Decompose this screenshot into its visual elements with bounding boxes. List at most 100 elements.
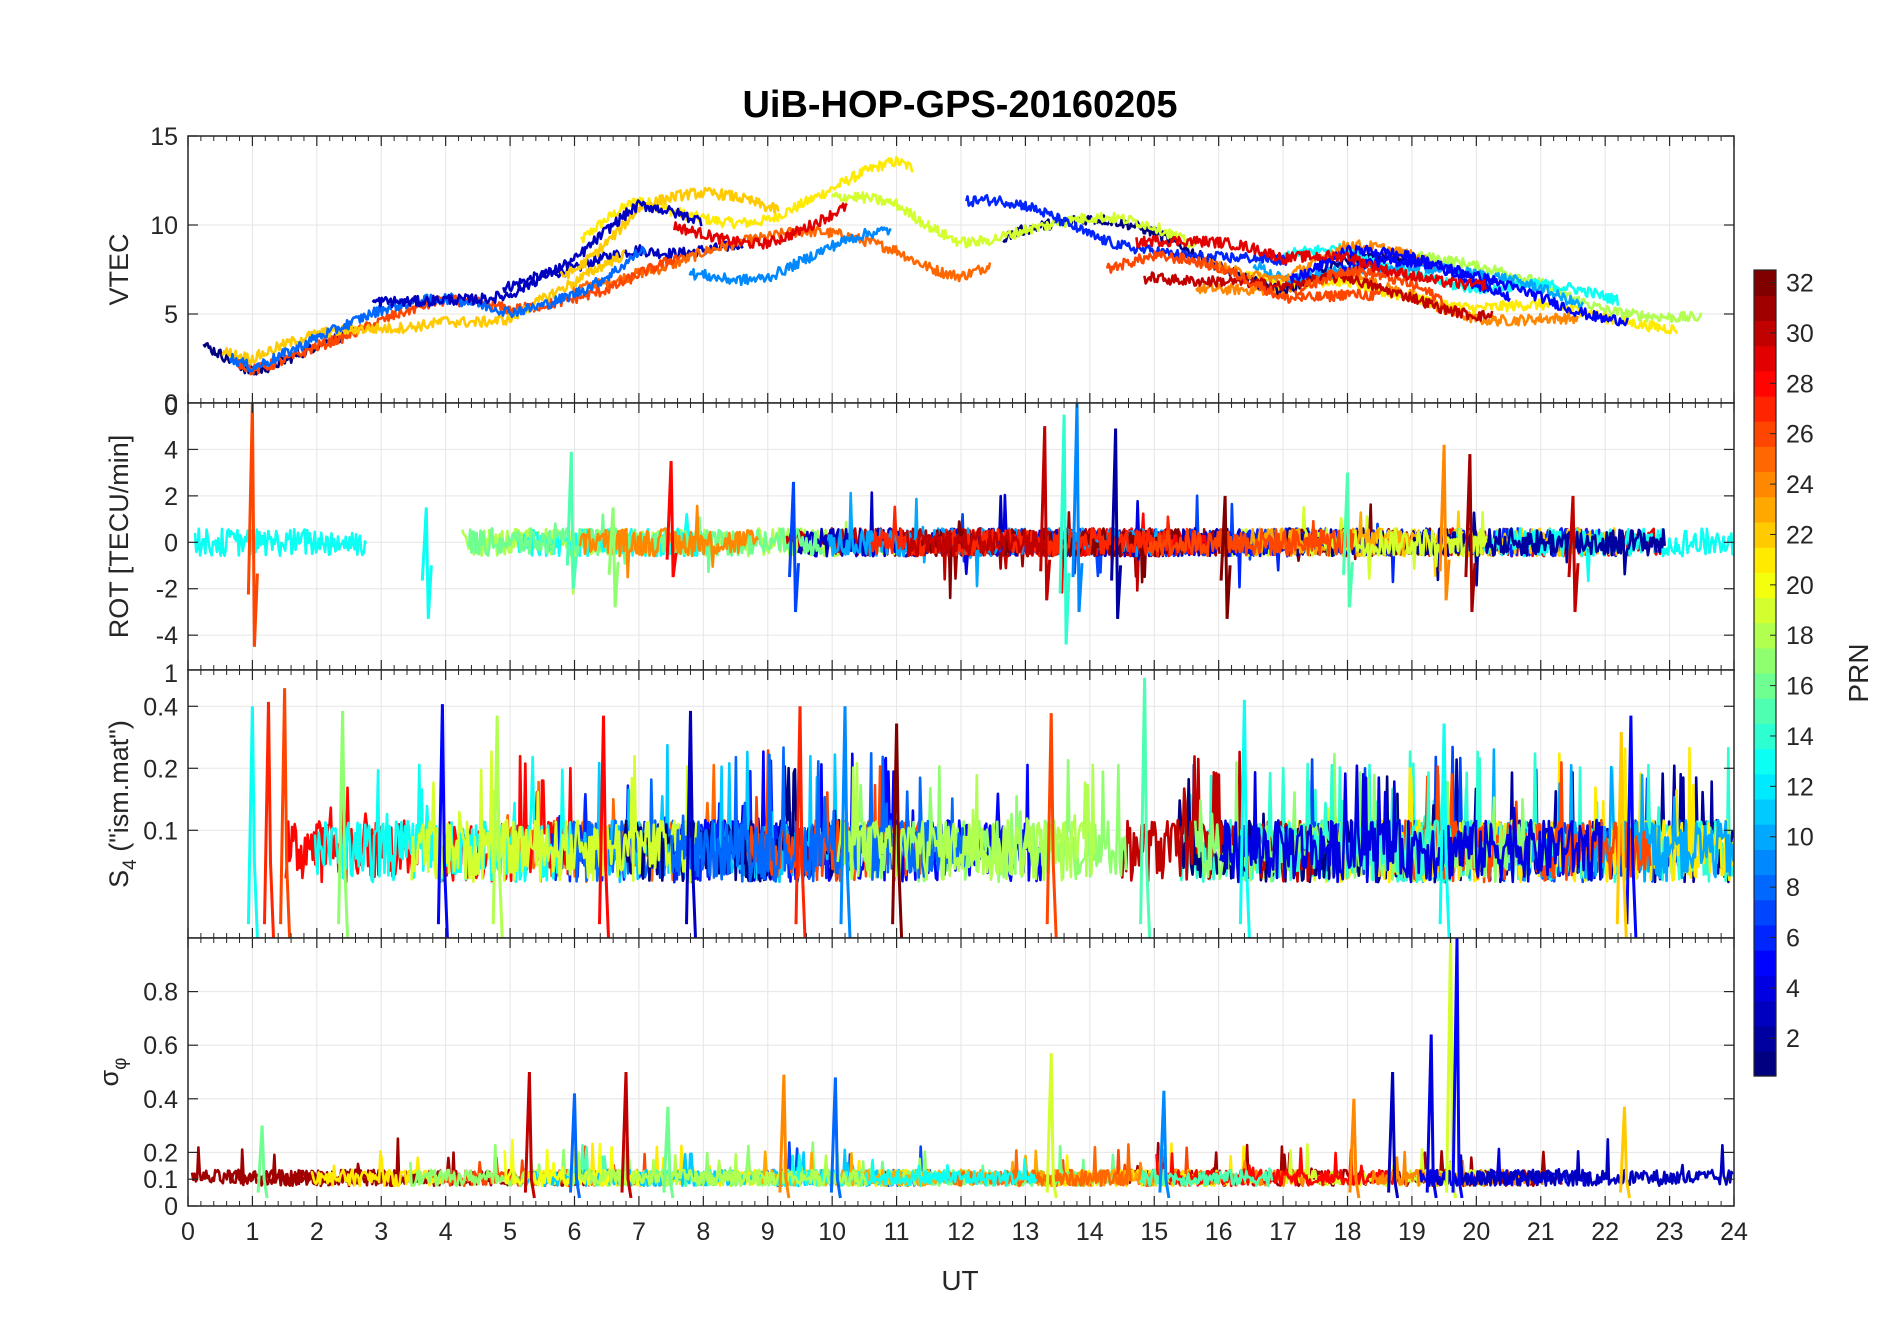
colorbar-swatch (1754, 446, 1776, 473)
y-tick-label: 2 (164, 483, 178, 511)
data-spike (665, 460, 678, 578)
colorbar-tick-label: 2 (1786, 1025, 1800, 1053)
colorbar-tick-label: 18 (1786, 622, 1814, 650)
colorbar-swatch (1754, 597, 1776, 624)
data-spike (1071, 403, 1084, 613)
colorbar-swatch (1754, 647, 1776, 674)
data-traces (193, 403, 1734, 647)
colorbar-swatch (1754, 899, 1776, 926)
x-tick-label: 23 (1656, 1218, 1684, 1246)
data-spike (569, 1093, 581, 1199)
data-spike (246, 706, 259, 938)
rot-panel: -4 -2 0 2 4 0 ROT [TECU/min] (104, 393, 1735, 671)
data-spike (1158, 1090, 1171, 1199)
data-series-line (1139, 1167, 1274, 1188)
x-tick-label: 8 (696, 1218, 710, 1246)
x-tick-label: 17 (1269, 1218, 1297, 1246)
y-tick-label: 10 (150, 212, 178, 240)
colorbar-swatch (1754, 471, 1776, 498)
y-tick-label: 5 (164, 301, 178, 329)
data-spike (491, 715, 504, 938)
y-tick-label: 0.8 (143, 979, 178, 1007)
data-series-line (221, 249, 626, 365)
colorbar-tick-label: 22 (1786, 521, 1814, 549)
x-tick-label: 4 (439, 1218, 453, 1246)
x-tick-label: 21 (1527, 1218, 1555, 1246)
data-spike (1348, 1098, 1361, 1199)
x-tick-label: 10 (818, 1218, 846, 1246)
colorbar-tick-label: 26 (1786, 421, 1814, 449)
x-tick-label: 24 (1720, 1218, 1748, 1246)
colorbar-frame (1753, 269, 1777, 1077)
colorbar-label: PRN (1843, 643, 1874, 702)
x-axis-label: UT (941, 1265, 978, 1296)
data-spike (565, 451, 578, 589)
x-tick-label: 11 (884, 1218, 910, 1246)
x-tick-label: 15 (1140, 1218, 1168, 1246)
data-spike (246, 403, 259, 647)
y-axis-label: σφ (94, 1058, 131, 1087)
x-tick-label: 7 (632, 1218, 646, 1246)
y-tick-label: 0.1 (143, 1166, 178, 1194)
data-series-line (568, 1151, 868, 1188)
data-spike (1464, 454, 1477, 613)
data-series-line (571, 225, 992, 294)
y-tick-label: 0.6 (143, 1032, 178, 1060)
data-series-line (1219, 764, 1603, 884)
y-tick-label: 15 (150, 123, 178, 151)
colorbar-swatch (1754, 1025, 1776, 1052)
data-spike (420, 507, 433, 619)
colorbar-swatch (1754, 773, 1776, 800)
colorbar-swatch (1754, 975, 1776, 1002)
data-spike (1567, 495, 1580, 613)
data-series-line (1105, 250, 1382, 304)
data-spike (279, 688, 292, 938)
data-series-line (559, 186, 780, 280)
colorbar-swatch (1754, 421, 1776, 447)
x-tick-label: 3 (374, 1218, 388, 1246)
colorbar-swatch (1754, 874, 1776, 901)
colorbar-swatch (1754, 572, 1776, 599)
data-series-line (670, 746, 968, 883)
colorbar-swatch (1754, 950, 1776, 976)
x-tick-label: 19 (1398, 1218, 1426, 1246)
colorbar-swatch (1754, 345, 1776, 372)
data-spike (607, 507, 620, 608)
data-spike (1058, 414, 1071, 645)
colorbar-swatch (1754, 798, 1776, 825)
data-spike (1238, 699, 1251, 938)
data-spike (256, 1125, 269, 1199)
colorbar-swatch (1754, 496, 1776, 523)
x-tick-label: 13 (1012, 1218, 1040, 1246)
y-tick-label: 4 (164, 436, 178, 464)
y-tick-label: 0.2 (143, 755, 178, 783)
x-tick-label: 12 (947, 1218, 975, 1246)
x-tick-label: 9 (761, 1218, 775, 1246)
x-tick-label: 14 (1076, 1218, 1104, 1246)
data-spike (1615, 731, 1628, 938)
colorbar-swatch (1754, 270, 1776, 296)
colorbar-tick-label: 14 (1786, 723, 1814, 751)
data-spike (263, 701, 275, 938)
colorbar-tick-label: 6 (1786, 924, 1800, 952)
data-series-line (1433, 1138, 1734, 1187)
colorbar-tick-label: 16 (1786, 673, 1814, 701)
y-tick-label: 0.4 (143, 693, 178, 721)
data-series-line (1135, 234, 1487, 292)
data-spike (1139, 677, 1152, 938)
y-axis-label: ROT [TECU/min] (104, 435, 134, 639)
data-spike (685, 710, 697, 938)
data-series-line (235, 253, 683, 376)
colorbar-tick-label: 8 (1786, 874, 1800, 902)
y-tick-label: -4 (156, 622, 178, 650)
data-spike (891, 723, 904, 938)
x-tick-label: 1 (245, 1218, 259, 1246)
data-spike (523, 1071, 536, 1199)
data-series-line (410, 750, 699, 884)
x-tick-label: 6 (568, 1218, 582, 1246)
colorbar-swatch (1754, 622, 1776, 649)
s4-panel: 0.1 0.2 0.4 1 S4 ("ism.mat") (104, 660, 1735, 939)
data-traces (202, 155, 1703, 376)
colorbar-swatch (1754, 370, 1776, 397)
